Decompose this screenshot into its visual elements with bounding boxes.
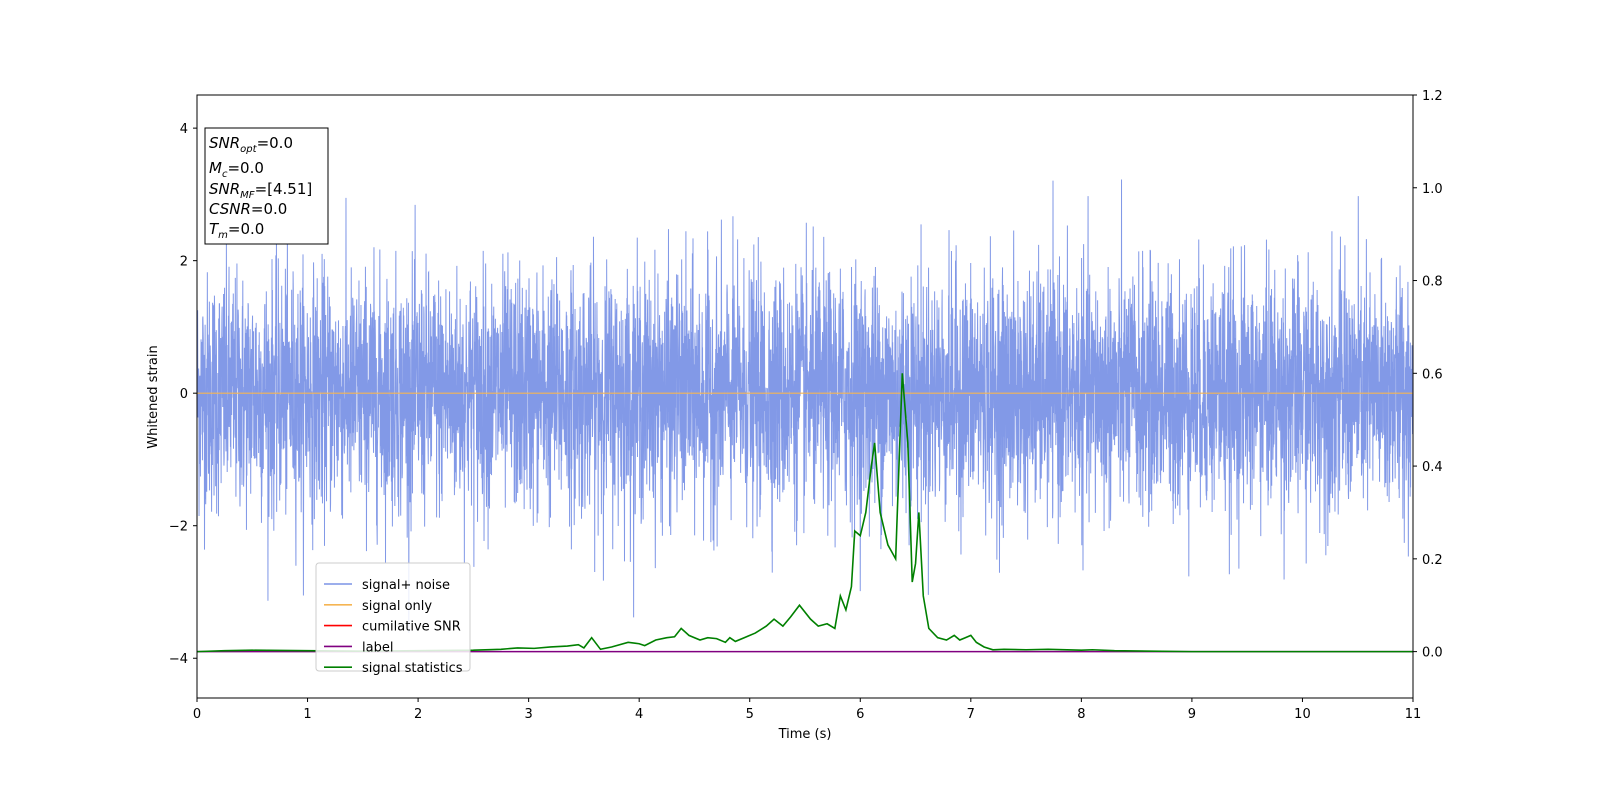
x-axis-label: Time (s) xyxy=(778,727,832,742)
info-snr-mf-value: =[4.51] xyxy=(255,180,313,198)
x-tick-label: 9 xyxy=(1188,707,1196,722)
info-csnr-value: =0.0 xyxy=(251,200,287,218)
info-snr-opt-value: =0.0 xyxy=(257,134,293,152)
info-box: SNRopt=0.0 Mc=0.0 SNRMF=[4.51] CSNR=0.0 … xyxy=(204,127,329,245)
x-axis: 0 1 2 3 4 5 6 7 8 9 10 11 xyxy=(193,698,1421,722)
y2-tick-label: 0.4 xyxy=(1422,460,1443,475)
y-axis-right: 0.0 0.2 0.4 0.6 0.8 1.0 1.2 xyxy=(1413,89,1443,661)
x-tick-label: 2 xyxy=(414,707,422,722)
y-tick-label: −4 xyxy=(169,652,188,667)
x-tick-label: 6 xyxy=(856,707,864,722)
info-tm-value: =0.0 xyxy=(228,220,264,238)
x-tick-label: 8 xyxy=(1077,707,1085,722)
info-mc-value: =0.0 xyxy=(227,159,263,177)
x-tick-label: 11 xyxy=(1405,707,1422,722)
y2-tick-label: 0.0 xyxy=(1422,646,1443,661)
info-snr-opt: SNRopt=0.0 xyxy=(209,134,293,155)
axes-frame xyxy=(196,94,1414,699)
legend-frame xyxy=(315,562,471,672)
y-axis-label: Whitened strain xyxy=(146,345,161,448)
y2-tick-label: 1.0 xyxy=(1422,182,1443,197)
series-signal-statistics xyxy=(197,373,1413,653)
x-tick-label: 10 xyxy=(1294,707,1311,722)
y-tick-label: 0 xyxy=(180,387,188,402)
y2-tick-label: 1.2 xyxy=(1422,89,1443,104)
legend-label-label: label xyxy=(362,640,393,655)
info-mc: Mc=0.0 xyxy=(209,159,264,180)
legend: signal+ noise signal only cumilative SNR la… xyxy=(315,562,471,676)
x-tick-label: 7 xyxy=(967,707,975,722)
y2-tick-label: 0.8 xyxy=(1422,275,1443,290)
info-box-frame xyxy=(204,127,329,245)
y2-tick-label: 0.6 xyxy=(1422,367,1443,382)
legend-signal-noise-label: signal+ noise xyxy=(362,578,450,593)
legend-signal-statistics-label: signal statistics xyxy=(362,661,463,676)
x-tick-label: 4 xyxy=(635,707,643,722)
y-axis-left: −4 −2 0 2 4 xyxy=(169,122,197,667)
info-csnr: CSNR=0.0 xyxy=(209,200,287,218)
x-tick-label: 0 xyxy=(193,707,201,722)
legend-cumulative-snr-label: cumilative SNR xyxy=(362,620,461,635)
x-tick-label: 3 xyxy=(524,707,532,722)
y-tick-label: 2 xyxy=(180,255,188,270)
info-snr-mf: SNRMF=[4.51] xyxy=(209,180,312,201)
x-tick-label: 1 xyxy=(303,707,311,722)
y-tick-label: 4 xyxy=(180,122,188,137)
series-signal-noise xyxy=(197,179,1413,634)
x-tick-label: 5 xyxy=(746,707,754,722)
y2-tick-label: 0.2 xyxy=(1422,553,1443,568)
y-tick-label: −2 xyxy=(169,520,188,535)
info-tm: Tm=0.0 xyxy=(209,220,264,241)
legend-signal-only-label: signal only xyxy=(362,599,432,614)
